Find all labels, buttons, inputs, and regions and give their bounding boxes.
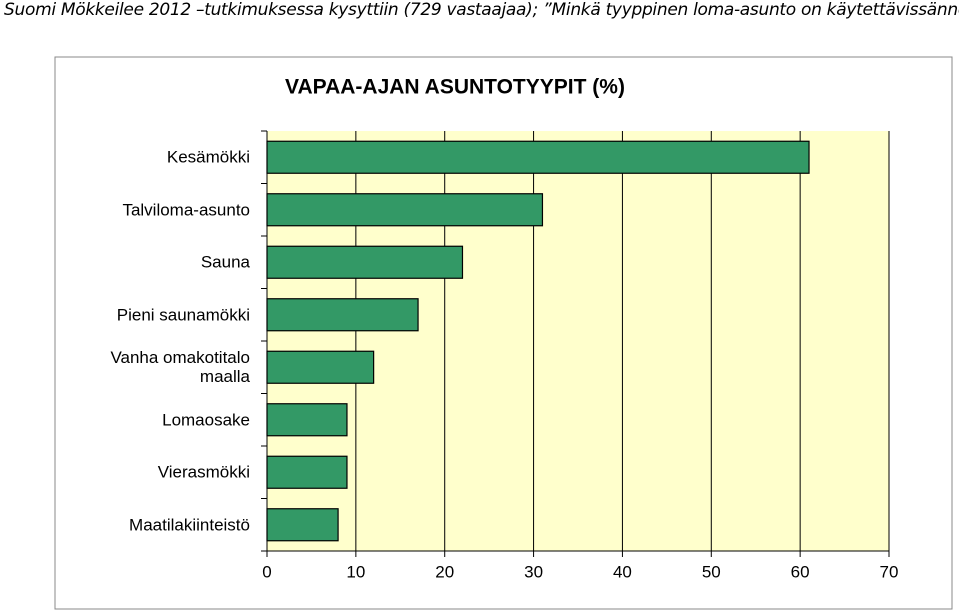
- bar: [266, 508, 339, 542]
- x-tick-label: 70: [880, 562, 899, 581]
- bar: [266, 245, 464, 279]
- y-tick-label: Vierasmökki: [157, 462, 250, 482]
- bar: [266, 403, 348, 437]
- y-tick-label: Vanha omakotitalo maalla: [110, 348, 250, 387]
- x-tick-label: 30: [524, 562, 543, 581]
- chart-title: VAPAA-AJAN ASUNTOTYYPIT (%): [285, 76, 625, 99]
- y-tick-label: Kesämökki: [166, 147, 250, 167]
- y-tick-label: Pieni saunamökki: [116, 305, 250, 325]
- bar: [266, 140, 810, 174]
- x-tick-label: 20: [435, 562, 454, 581]
- y-tick-label: Lomaosake: [162, 410, 250, 430]
- bar: [266, 455, 348, 489]
- bar: [266, 193, 544, 227]
- x-tick-label: 60: [791, 562, 810, 581]
- bar: [266, 350, 375, 384]
- y-tick-label: Maatilakiinteistö: [129, 515, 250, 535]
- x-tick-label: 0: [262, 562, 271, 581]
- bar: [266, 298, 419, 332]
- y-tick-label: Sauna: [200, 252, 250, 272]
- y-tick-label: Talviloma-asunto: [122, 200, 250, 220]
- x-tick-label: 50: [702, 562, 721, 581]
- caption: Suomi Mökkeilee 2012 –tutkimuksessa kysy…: [4, 0, 959, 20]
- x-tick-label: 40: [613, 562, 632, 581]
- x-tick-label: 10: [346, 562, 365, 581]
